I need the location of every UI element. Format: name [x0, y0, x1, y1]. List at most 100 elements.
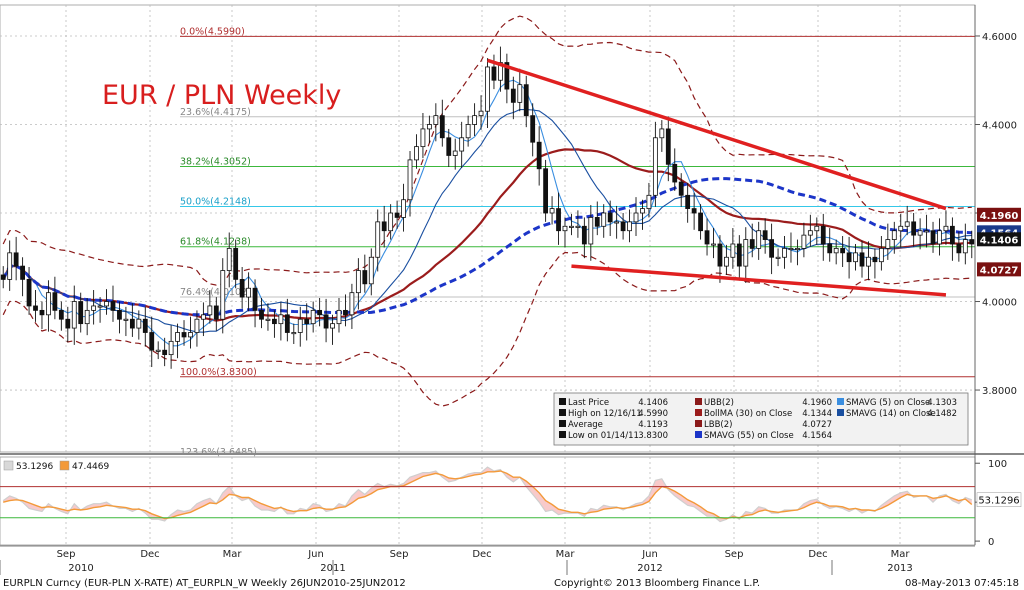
candle-body-45 [291, 332, 297, 335]
candle-body-5 [33, 305, 38, 311]
candle-body-46 [297, 318, 303, 333]
fib-label: 23.6%(4.4175) [180, 107, 251, 118]
candle-body-117 [756, 230, 762, 249]
legend-label: SMAVG (5) on Close [846, 398, 930, 408]
legend-label: High on 12/16/11 [568, 409, 642, 419]
candle-body-104 [672, 163, 678, 183]
candle-body-56 [362, 270, 368, 285]
candle-body-17 [110, 301, 116, 311]
fib-label: 123.6%(3.6485) [180, 447, 257, 458]
legend-swatch [695, 420, 702, 427]
candle-body-112 [724, 256, 729, 267]
candle-body-19 [123, 318, 129, 321]
candle-body-24 [155, 349, 161, 352]
legend-swatch [559, 409, 566, 416]
candle-body-72 [465, 124, 471, 139]
candle-body-125 [807, 230, 813, 236]
candle-body-114 [736, 243, 742, 267]
candle-body-78 [504, 62, 510, 90]
candle-body-140 [904, 221, 910, 227]
indicator-marker-label: 53.1296 [978, 496, 1019, 507]
candle-body-2 [13, 252, 19, 267]
indicator-marker [976, 492, 1022, 507]
price-marker-label: 4.1406 [980, 235, 1019, 246]
candle-body-79 [510, 88, 516, 103]
fib-label: 76.4%(4.0102) [180, 287, 251, 298]
sma55-line [1, 177, 972, 317]
candle-body-30 [194, 318, 200, 333]
candle-body-149 [962, 239, 968, 254]
legend-label: Last Price [568, 398, 609, 408]
legend-swatch [837, 409, 844, 416]
candle-body-21 [136, 318, 142, 329]
candle-body-85 [549, 208, 555, 214]
candle-body-92 [594, 217, 600, 227]
candle-body-83 [536, 141, 542, 170]
candle-body-32 [207, 305, 213, 316]
time-axis: Sep Dec Mar Jun Sep Dec Mar Jun Sep Dec Mar 2010 201… [0, 545, 975, 575]
candle-body-107 [691, 208, 697, 214]
candle-body-91 [588, 217, 594, 245]
candle-body-65 [420, 128, 426, 148]
x-tick-label: Sep [57, 549, 76, 560]
candle-body-50 [323, 314, 329, 329]
candle-body-28 [181, 332, 187, 338]
candle-body-146 [943, 225, 949, 232]
candle-body-120 [775, 256, 781, 259]
candle-body-93 [601, 212, 607, 227]
legend-label: LBB(2) [704, 420, 732, 430]
candle-body-36 [233, 248, 239, 280]
footer-copyright: Copyright© 2013 Bloomberg Finance L.P. [554, 578, 760, 589]
candle-body-31 [200, 314, 206, 320]
candle-body-108 [698, 212, 703, 232]
legend-frame [553, 392, 969, 446]
candle-body-58 [375, 221, 381, 258]
indicator-legend-swatch [3, 460, 14, 471]
indicator-legend-label: 47.4469 [72, 462, 109, 472]
candle-body-115 [743, 239, 749, 267]
candle-body-9 [58, 309, 64, 320]
candle-body-136 [878, 248, 884, 263]
legend-swatch [559, 420, 566, 427]
candle-body-37 [239, 278, 245, 298]
candle-body-122 [788, 248, 794, 251]
candle-body-23 [149, 332, 155, 351]
legend-label: UBB(2) [704, 398, 734, 408]
candle-body-101 [652, 137, 658, 196]
year-label: 2013 [887, 563, 912, 574]
candle-body-84 [543, 168, 549, 214]
candle-body-4 [26, 278, 32, 307]
legend-value: 3.8300 [638, 431, 668, 441]
candle-body-143 [924, 230, 929, 233]
candle-body-106 [685, 194, 691, 209]
y-tick-label: 4.4000 [982, 120, 1017, 131]
year-label: 2010 [68, 563, 93, 574]
upper-resistance-trendline [486, 58, 947, 211]
candle-body-10 [65, 318, 71, 329]
candle-body-102 [659, 128, 665, 139]
candle-body-15 [97, 305, 103, 308]
candle-body-20 [129, 318, 135, 329]
legend-label: Low on 01/14/11 [568, 431, 639, 441]
candle-body-139 [898, 225, 904, 232]
candle-body-59 [381, 221, 387, 232]
candle-body-8 [52, 292, 58, 311]
x-tick-label: Jun [641, 549, 658, 560]
candle-body-97 [627, 221, 632, 232]
candle-body-121 [782, 248, 787, 258]
candle-body-94 [607, 212, 613, 223]
candle-body-128 [827, 243, 833, 254]
candle-body-67 [433, 115, 439, 125]
candle-body-69 [446, 137, 452, 156]
candle-body-49 [317, 309, 323, 316]
candle-body-38 [246, 287, 251, 298]
legend-value: 4.1482 [927, 409, 957, 419]
candle-body-118 [762, 230, 768, 240]
price-marker-label: 4.0727 [980, 265, 1019, 276]
candle-body-29 [188, 332, 193, 338]
candle-body-22 [142, 318, 148, 333]
candle-body-113 [730, 243, 736, 258]
candle-body-81 [523, 84, 529, 117]
candle-body-7 [46, 292, 51, 316]
